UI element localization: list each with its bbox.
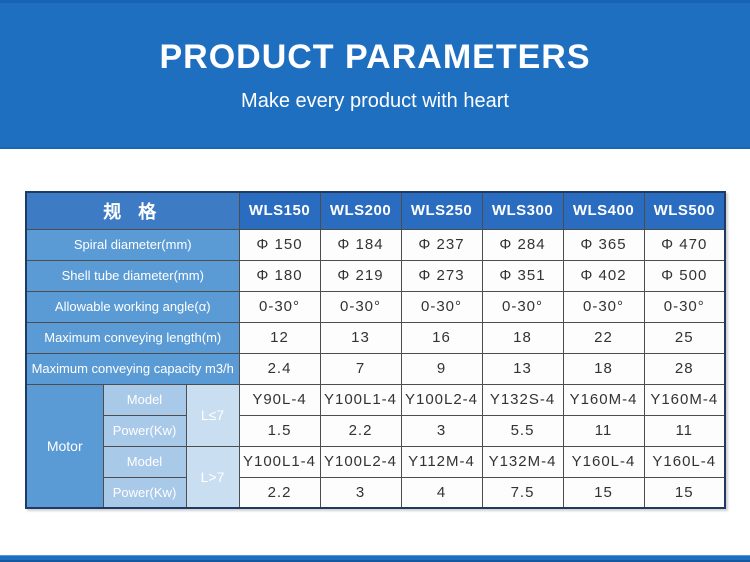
- value-cell: 11: [562, 414, 645, 447]
- value-cell: Y100L1-4: [319, 383, 402, 416]
- table-row-working-angle: Allowable working angle(α) 0-30° 0-30° 0…: [25, 290, 726, 323]
- value-cell: 4: [400, 476, 483, 509]
- motor-power-label: Power(Kw): [102, 414, 187, 447]
- value-cell: 0-30°: [562, 290, 645, 323]
- value-cell: 16: [400, 321, 483, 354]
- value-cell: Φ 351: [481, 259, 564, 292]
- table-row-motor-model-le7: Motor Model L≤7 Y90L-4 Y100L1-4 Y100L2-4…: [25, 383, 726, 509]
- value-cell: Y132M-4: [481, 445, 564, 478]
- value-cell: 22: [562, 321, 645, 354]
- value-cell: 2.4: [238, 352, 321, 385]
- value-cell: 0-30°: [481, 290, 564, 323]
- value-cell: Y160M-4: [643, 383, 726, 416]
- column-header-wls400: WLS400: [562, 191, 645, 230]
- value-cell: 12: [238, 321, 321, 354]
- row-label: Allowable working angle(α): [25, 290, 240, 323]
- page-subtitle: Make every product with heart: [241, 90, 509, 112]
- value-cell: Y160M-4: [562, 383, 645, 416]
- table-row-conveying-length: Maximum conveying length(m) 12 13 16 18 …: [25, 321, 726, 354]
- row-label: Spiral diameter(mm): [25, 228, 240, 261]
- value-cell: Y160L-4: [562, 445, 645, 478]
- table-row-spiral-diameter: Spiral diameter(mm) Φ 150 Φ 184 Φ 237 Φ …: [25, 228, 726, 261]
- value-cell: 0-30°: [400, 290, 483, 323]
- value-cell: 2.2: [238, 476, 321, 509]
- spec-header-cell: 规 格: [25, 191, 240, 230]
- row-label: Maximum conveying length(m): [25, 321, 240, 354]
- table-row-motor-model-gt7: Model L>7 Y100L1-4 Y100L2-4 Y112M-4 Y132…: [26, 445, 726, 509]
- product-parameters-table: 规 格 WLS150 WLS200 WLS250 WLS300 WLS400 W…: [25, 191, 726, 509]
- column-header-wls150: WLS150: [238, 191, 321, 230]
- value-cell: Y160L-4: [643, 445, 726, 478]
- value-cell: 15: [562, 476, 645, 509]
- value-cell: Φ 184: [319, 228, 402, 261]
- table-row-motor-power-gt7: Power(Kw) 2.2 3 4 7.5 15 15: [26, 476, 726, 509]
- column-header-wls200: WLS200: [319, 191, 402, 230]
- table-row-motor-power-le7: Power(Kw) 1.5 2.2 3 5.5 11 11: [26, 414, 726, 447]
- value-cell: 1.5: [238, 414, 321, 447]
- value-cell: Φ 284: [481, 228, 564, 261]
- value-cell: Φ 180: [238, 259, 321, 292]
- value-cell: 25: [643, 321, 726, 354]
- table-row-conveying-capacity: Maximum conveying capacity m3/h 2.4 7 9 …: [25, 352, 726, 385]
- value-cell: 3: [319, 476, 402, 509]
- value-cell: Y112M-4: [400, 445, 483, 478]
- motor-condition-gt7-cell: L>7: [185, 445, 240, 509]
- bottom-accent-bar: [0, 555, 750, 562]
- value-cell: 0-30°: [319, 290, 402, 323]
- value-cell: 7: [319, 352, 402, 385]
- value-cell: Φ 470: [643, 228, 726, 261]
- value-cell: 18: [481, 321, 564, 354]
- value-cell: 13: [481, 352, 564, 385]
- page-title: PRODUCT PARAMETERS: [159, 38, 591, 76]
- motor-power-label: Power(Kw): [102, 476, 187, 509]
- value-cell: Φ 273: [400, 259, 483, 292]
- value-cell: Φ 500: [643, 259, 726, 292]
- value-cell: Y100L2-4: [319, 445, 402, 478]
- motor-model-label: Model: [102, 445, 187, 478]
- value-cell: Φ 237: [400, 228, 483, 261]
- value-cell: 7.5: [481, 476, 564, 509]
- value-cell: 15: [643, 476, 726, 509]
- row-label: Shell tube diameter(mm): [25, 259, 240, 292]
- motor-model-label: Model: [102, 383, 187, 416]
- value-cell: Φ 402: [562, 259, 645, 292]
- column-header-wls300: WLS300: [481, 191, 564, 230]
- value-cell: Φ 365: [562, 228, 645, 261]
- value-cell: 11: [643, 414, 726, 447]
- header-banner: PRODUCT PARAMETERS Make every product wi…: [0, 0, 750, 149]
- value-cell: 18: [562, 352, 645, 385]
- motor-condition-le7-cell: L≤7: [185, 383, 240, 447]
- value-cell: 5.5: [481, 414, 564, 447]
- value-cell: Y100L1-4: [238, 445, 321, 478]
- value-cell: Y132S-4: [481, 383, 564, 416]
- column-header-wls500: WLS500: [643, 191, 726, 230]
- value-cell: 9: [400, 352, 483, 385]
- value-cell: 0-30°: [643, 290, 726, 323]
- value-cell: 2.2: [319, 414, 402, 447]
- table-row-shell-tube-diameter: Shell tube diameter(mm) Φ 180 Φ 219 Φ 27…: [25, 259, 726, 292]
- value-cell: 13: [319, 321, 402, 354]
- value-cell: Φ 219: [319, 259, 402, 292]
- motor-label-cell: Motor: [25, 383, 104, 509]
- value-cell: 0-30°: [238, 290, 321, 323]
- value-cell: 28: [643, 352, 726, 385]
- value-cell: Y100L2-4: [400, 383, 483, 416]
- column-header-wls250: WLS250: [400, 191, 483, 230]
- row-label: Maximum conveying capacity m3/h: [25, 352, 240, 385]
- value-cell: Y90L-4: [238, 383, 321, 416]
- table-header-row: 规 格 WLS150 WLS200 WLS250 WLS300 WLS400 W…: [25, 191, 726, 230]
- value-cell: Φ 150: [238, 228, 321, 261]
- value-cell: 3: [400, 414, 483, 447]
